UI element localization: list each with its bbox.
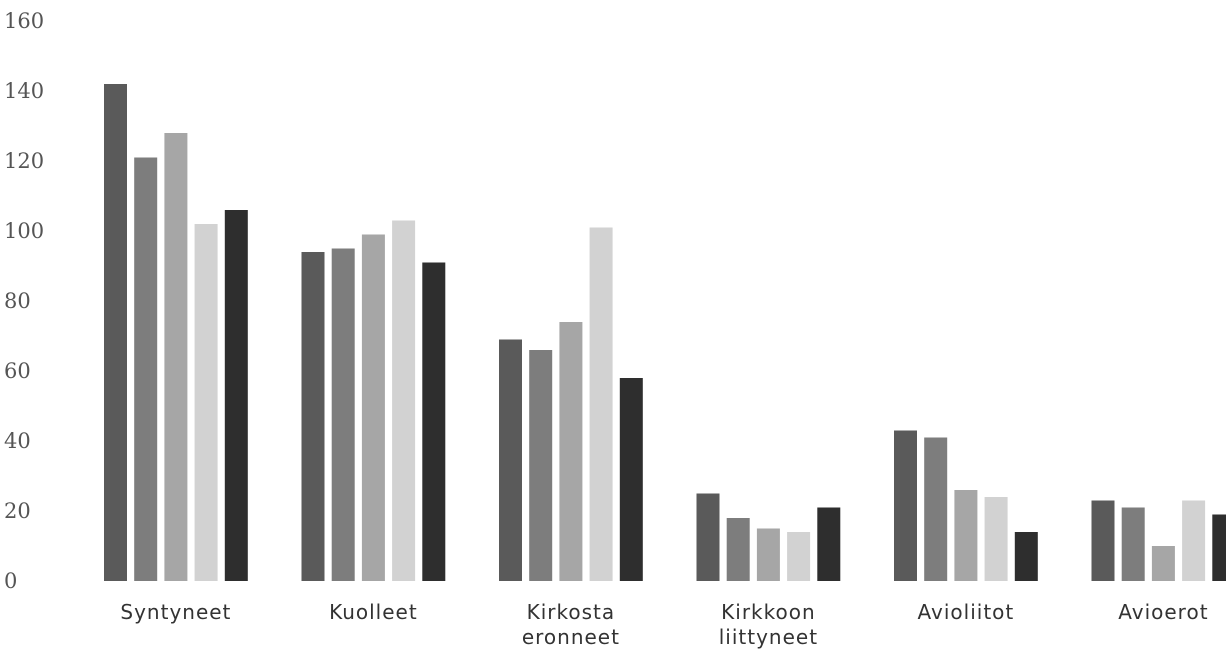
y-tick-label: 160 [4, 9, 44, 33]
bar [726, 518, 750, 581]
bar [224, 210, 248, 581]
bar [984, 497, 1008, 581]
x-tick-label: Avioliitot [918, 600, 1015, 624]
bar [1182, 500, 1206, 581]
bar [194, 224, 218, 581]
bar [529, 350, 553, 581]
y-tick-label: 120 [4, 149, 44, 173]
bar [422, 262, 446, 581]
bar [104, 84, 127, 581]
x-tick-label: Syntyneet [120, 600, 231, 624]
y-tick-label: 80 [4, 289, 31, 313]
bar [1151, 546, 1175, 581]
bar [559, 322, 583, 581]
bar [164, 133, 188, 581]
x-tick-label: Kuolleet [329, 600, 418, 624]
bar [1014, 532, 1038, 581]
bar [817, 507, 841, 581]
bar [1121, 507, 1145, 581]
bar [392, 220, 416, 581]
bar [894, 430, 917, 581]
y-tick-label: 140 [4, 79, 44, 103]
bar [924, 437, 948, 581]
x-tick-label: liittyneet [719, 625, 818, 649]
bar [1091, 500, 1115, 581]
x-tick-label: Avioerot [1118, 600, 1208, 624]
bar [589, 227, 613, 581]
y-tick-label: 100 [4, 219, 44, 243]
bar [756, 528, 780, 581]
y-tick-label: 40 [4, 429, 31, 453]
bar [954, 490, 978, 581]
bar [499, 339, 522, 581]
x-tick-label: eronneet [522, 625, 620, 649]
bar [696, 493, 720, 581]
bars [104, 84, 1226, 581]
y-tick-label: 0 [4, 569, 17, 593]
bar [1212, 514, 1226, 581]
bar [361, 234, 385, 581]
bar [787, 532, 811, 581]
y-tick-label: 20 [4, 499, 31, 523]
bar [331, 248, 355, 581]
bar [301, 252, 325, 581]
x-tick-label: Kirkosta [527, 600, 616, 624]
y-axis: 0 20 40 60 80 100 120 140 160 [4, 9, 44, 593]
bar [619, 378, 643, 581]
bar [134, 157, 158, 581]
y-tick-label: 60 [4, 359, 31, 383]
x-tick-label: Kirkkoon [721, 600, 816, 624]
